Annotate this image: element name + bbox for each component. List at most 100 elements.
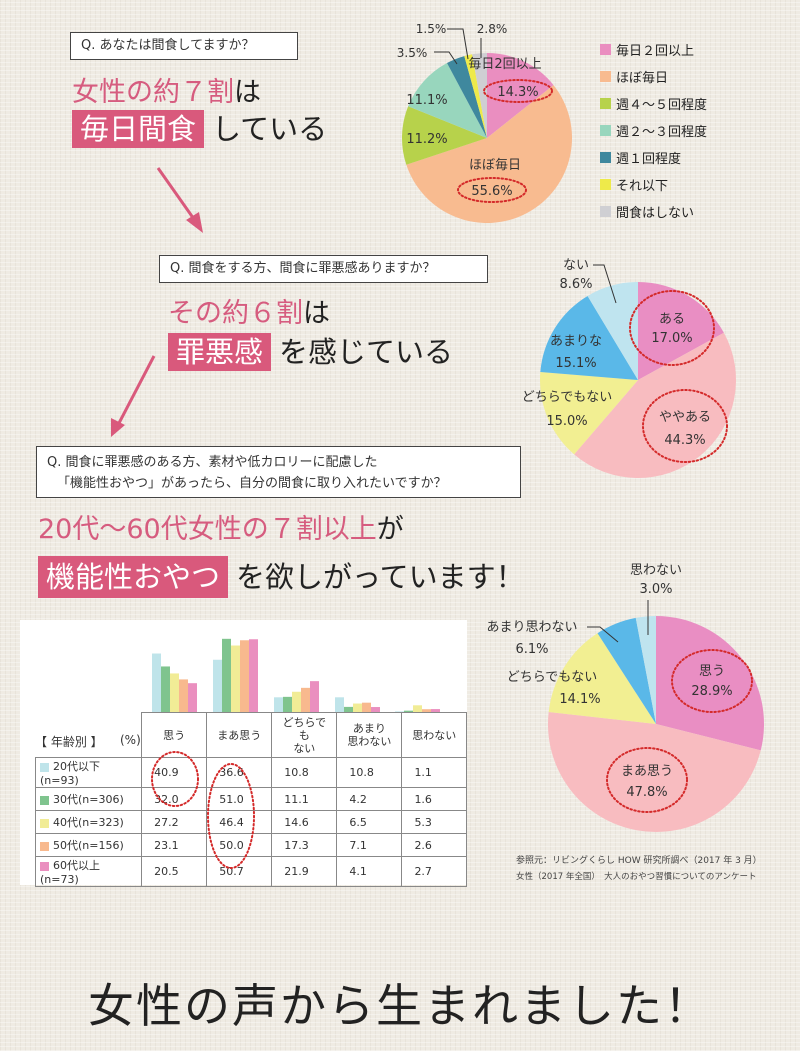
age-table: 思う まあ思う どちらでも ない あまり 思わない 思わない 20代以下(n=93) 40.9 3… bbox=[34, 712, 467, 887]
slice-value: 47.8% bbox=[626, 785, 667, 800]
question-box-2: Q. 間食をする方、間食に罪悪感ありますか？ bbox=[159, 255, 488, 283]
table-cell: 10.8 bbox=[336, 757, 403, 788]
series-swatch bbox=[40, 861, 49, 871]
bar bbox=[188, 683, 197, 713]
column-header-line: 思わない bbox=[347, 735, 392, 748]
series-name: 50代(n=156) bbox=[53, 839, 124, 852]
highlight-ellipse bbox=[483, 79, 553, 103]
table-cell: 4.1 bbox=[336, 856, 403, 887]
legend-swatch bbox=[600, 125, 611, 136]
slice-value: 17.0% bbox=[651, 331, 692, 346]
age-table-panel: 【 年齢別 】 (%) 思う まあ思う どちらでも ない あまり 思わない 思わない 20代以… bbox=[20, 620, 467, 887]
bar bbox=[344, 706, 353, 713]
grouped-bar-chart bbox=[152, 638, 440, 713]
slice-value: 3.5% bbox=[397, 46, 428, 60]
column-header-line: どちらでも bbox=[282, 715, 327, 742]
table-row: 40代(n=323) 27.2 46.4 14.6 6.5 5.3 bbox=[34, 810, 467, 834]
column-header-line: 思わない bbox=[412, 728, 457, 742]
bar bbox=[179, 679, 188, 713]
pie-chart-snacking-frequency: 毎日2回以上 14.3% ほぼ毎日 55.6% 11.2% 11.1% 3.5% 1.5% 2.… bbox=[397, 22, 572, 224]
column-header-line: ない bbox=[293, 741, 316, 755]
question-line-1: Q. 間食に罪悪感のある方、素材や低カロリーに配慮した bbox=[47, 455, 378, 470]
table-row: 60代以上(n=73) 20.5 50.7 21.9 4.1 2.7 bbox=[34, 856, 467, 887]
table-cell: 50.0 bbox=[206, 833, 273, 857]
slice-label: どちらでもない bbox=[522, 390, 613, 405]
column-header-line: まあ思う bbox=[217, 728, 262, 742]
pie-slice bbox=[656, 616, 764, 751]
row-header: 40代(n=323) bbox=[34, 810, 143, 834]
slice-value: 15.1% bbox=[555, 356, 596, 371]
headline-3-line1: 20代～60代女性の７割以上が bbox=[38, 513, 404, 547]
slice-label: まあ思う bbox=[621, 764, 673, 779]
series-swatch bbox=[40, 841, 49, 851]
slice-value: 2.8% bbox=[477, 22, 508, 36]
highlight-ellipse bbox=[642, 389, 728, 463]
arrow-down-right-icon bbox=[156, 167, 203, 233]
slice-value: 8.6% bbox=[559, 277, 592, 292]
table-cell: 23.1 bbox=[141, 833, 208, 857]
legend-swatch bbox=[600, 179, 611, 190]
headline-1-line1: 女性の約７割は bbox=[72, 76, 261, 110]
bar bbox=[274, 697, 283, 713]
leader-line bbox=[593, 264, 617, 304]
series-name: 20代以下(n=93) bbox=[40, 760, 100, 787]
legend-item: それ以下 bbox=[600, 171, 707, 198]
slice-value: 11.1% bbox=[406, 93, 447, 108]
bar bbox=[170, 673, 179, 713]
bar bbox=[362, 702, 371, 713]
slice-value: 28.9% bbox=[691, 684, 732, 699]
pie-slice bbox=[472, 53, 487, 138]
table-cell: 1.6 bbox=[401, 787, 467, 811]
bar bbox=[240, 640, 249, 713]
bar bbox=[292, 691, 301, 713]
table-cell: 51.0 bbox=[206, 787, 273, 811]
legend-label: 週２～３回程度 bbox=[616, 125, 708, 140]
pie-slice bbox=[548, 711, 761, 832]
headline-black: を欲しがっています！ bbox=[236, 560, 525, 594]
legend-swatch bbox=[600, 206, 611, 217]
pie-chart-functional-snack: 思う 28.9% まあ思う 47.8% どちらでもない 14.1% あまり思わない 6.1% 思… bbox=[486, 563, 764, 832]
question-text: Q. あなたは間食してますか？ bbox=[81, 38, 255, 53]
series-name: 60代以上(n=73) bbox=[40, 859, 100, 886]
slice-value: 44.3% bbox=[664, 433, 705, 448]
question-text: Q. 間食をする方、間食に罪悪感ありますか？ bbox=[170, 261, 436, 276]
slice-value: 14.1% bbox=[559, 692, 600, 707]
bar bbox=[231, 645, 240, 713]
slice-label: ほぼ毎日 bbox=[469, 157, 521, 173]
column-header: 思う bbox=[141, 712, 208, 758]
legend-label: 毎日２回以上 bbox=[616, 44, 695, 59]
table-cell: 11.1 bbox=[271, 787, 338, 811]
pie-slice bbox=[540, 295, 638, 380]
arrow-down-left-icon bbox=[111, 355, 156, 437]
highlight-ellipse bbox=[606, 747, 688, 813]
source-line-2: 女性（2017 年全国） 大人のおやつ習慣についてのアンケート bbox=[516, 872, 757, 882]
table-cell: 17.3 bbox=[271, 833, 338, 857]
table-cell: 6.5 bbox=[336, 810, 403, 834]
headline-2-line1: その約６割は bbox=[168, 297, 330, 331]
table-cell: 32.0 bbox=[141, 787, 208, 811]
slice-label: ない bbox=[563, 258, 589, 273]
table-cell: 20.5 bbox=[141, 856, 208, 887]
headline-black: は bbox=[234, 77, 261, 108]
pie1-legend: 毎日２回以上 ほぼ毎日 週４～５回程度 週２～３回程度 週１回程度 それ以下 間食はしない bbox=[600, 36, 707, 225]
legend-item: ほぼ毎日 bbox=[600, 63, 707, 90]
pie-slice bbox=[635, 616, 656, 724]
table-cell: 10.8 bbox=[271, 757, 338, 788]
headline-pink: 女性の約７割 bbox=[72, 77, 234, 108]
bar bbox=[431, 709, 440, 713]
bar bbox=[422, 709, 431, 713]
pie-slice bbox=[464, 54, 487, 139]
pie-slice bbox=[540, 372, 638, 455]
legend-swatch bbox=[600, 44, 611, 55]
slice-label: 思わない bbox=[630, 563, 682, 578]
column-header-line: あまり bbox=[352, 722, 386, 735]
pie-slice bbox=[638, 282, 724, 380]
legend-item: 毎日２回以上 bbox=[600, 36, 707, 63]
table-header-row: 思う まあ思う どちらでも ない あまり 思わない 思わない bbox=[35, 712, 467, 758]
slice-value: 55.6% bbox=[471, 184, 512, 199]
headline-3-line2: 機能性おやつ を欲しがっています！ bbox=[38, 556, 525, 598]
legend-label: 週１回程度 bbox=[616, 152, 682, 167]
highlight-box: 機能性おやつ bbox=[38, 556, 229, 598]
bar bbox=[152, 653, 161, 713]
legend-label: 週４～５回程度 bbox=[616, 98, 708, 113]
